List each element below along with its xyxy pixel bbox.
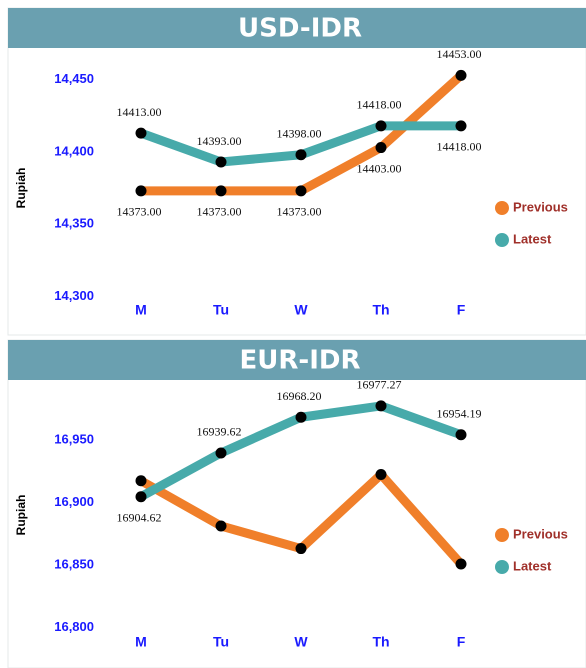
x-tick-label: M: [135, 302, 147, 318]
legend-marker: [495, 201, 509, 215]
data-point: [455, 120, 467, 132]
value-label: 14413.00: [117, 105, 162, 119]
y-tick-label: 16,800: [54, 619, 94, 634]
data-point: [215, 185, 227, 197]
data-point: [215, 520, 227, 532]
y-tick-label: 16,950: [54, 431, 94, 446]
x-tick-label: W: [294, 302, 308, 318]
data-point: [295, 149, 307, 161]
y-axis-label: Rupiah: [14, 495, 28, 536]
x-tick-label: Th: [372, 302, 389, 318]
value-label: 16904.62: [117, 510, 162, 524]
data-point: [455, 558, 467, 570]
x-tick-label: F: [457, 634, 466, 650]
y-tick-label: 14,450: [54, 71, 94, 86]
value-label: 14373.00: [277, 205, 322, 219]
value-label: 14403.00: [357, 161, 402, 175]
data-point: [215, 447, 227, 459]
legend-marker: [495, 528, 509, 542]
data-point: [215, 156, 227, 168]
value-label: 16939.62: [197, 425, 242, 439]
title-banner: [8, 8, 586, 48]
data-point: [135, 185, 147, 197]
x-tick-label: M: [135, 634, 147, 650]
legend-label: Previous: [513, 199, 568, 214]
value-label: 16968.20: [277, 389, 322, 403]
panel: [7, 339, 586, 668]
legend-label: Previous: [513, 526, 568, 541]
data-point: [375, 142, 387, 154]
data-point: [295, 543, 307, 555]
x-tick-label: Tu: [213, 302, 229, 318]
y-axis-label: Rupiah: [14, 168, 28, 209]
x-tick-label: F: [457, 302, 466, 318]
data-point: [135, 127, 147, 139]
value-label: 16954.19: [437, 407, 482, 421]
value-label: 14373.00: [117, 205, 162, 219]
data-point: [375, 469, 387, 481]
y-tick-label: 14,400: [54, 143, 94, 158]
x-tick-label: W: [294, 634, 308, 650]
legend-marker: [495, 233, 509, 247]
data-point: [135, 475, 147, 487]
x-tick-label: Tu: [213, 634, 229, 650]
chart-title: EUR-IDR: [240, 346, 361, 376]
value-label: 14393.00: [197, 134, 242, 148]
value-label: 14398.00: [277, 127, 322, 141]
legend-marker: [495, 560, 509, 574]
data-point: [135, 491, 147, 503]
y-tick-label: 16,900: [54, 494, 94, 509]
data-point: [375, 400, 387, 412]
chart-title: USD-IDR: [238, 14, 362, 44]
value-label: 14373.00: [197, 205, 242, 219]
y-tick-label: 14,300: [54, 288, 94, 303]
value-label: 14418.00: [357, 98, 402, 112]
value-label: 16977.27: [357, 378, 402, 392]
y-tick-label: 14,350: [54, 216, 94, 231]
data-point: [295, 185, 307, 197]
legend-label: Latest: [513, 231, 552, 246]
value-label: 14453.00: [437, 47, 482, 61]
data-point: [455, 69, 467, 81]
x-tick-label: Th: [372, 634, 389, 650]
value-label: 14418.00: [437, 140, 482, 154]
legend-label: Latest: [513, 558, 552, 573]
data-point: [375, 120, 387, 132]
y-tick-label: 16,850: [54, 556, 94, 571]
title-banner: [8, 340, 586, 380]
data-point: [455, 429, 467, 441]
data-point: [295, 411, 307, 423]
panel: [7, 7, 586, 336]
